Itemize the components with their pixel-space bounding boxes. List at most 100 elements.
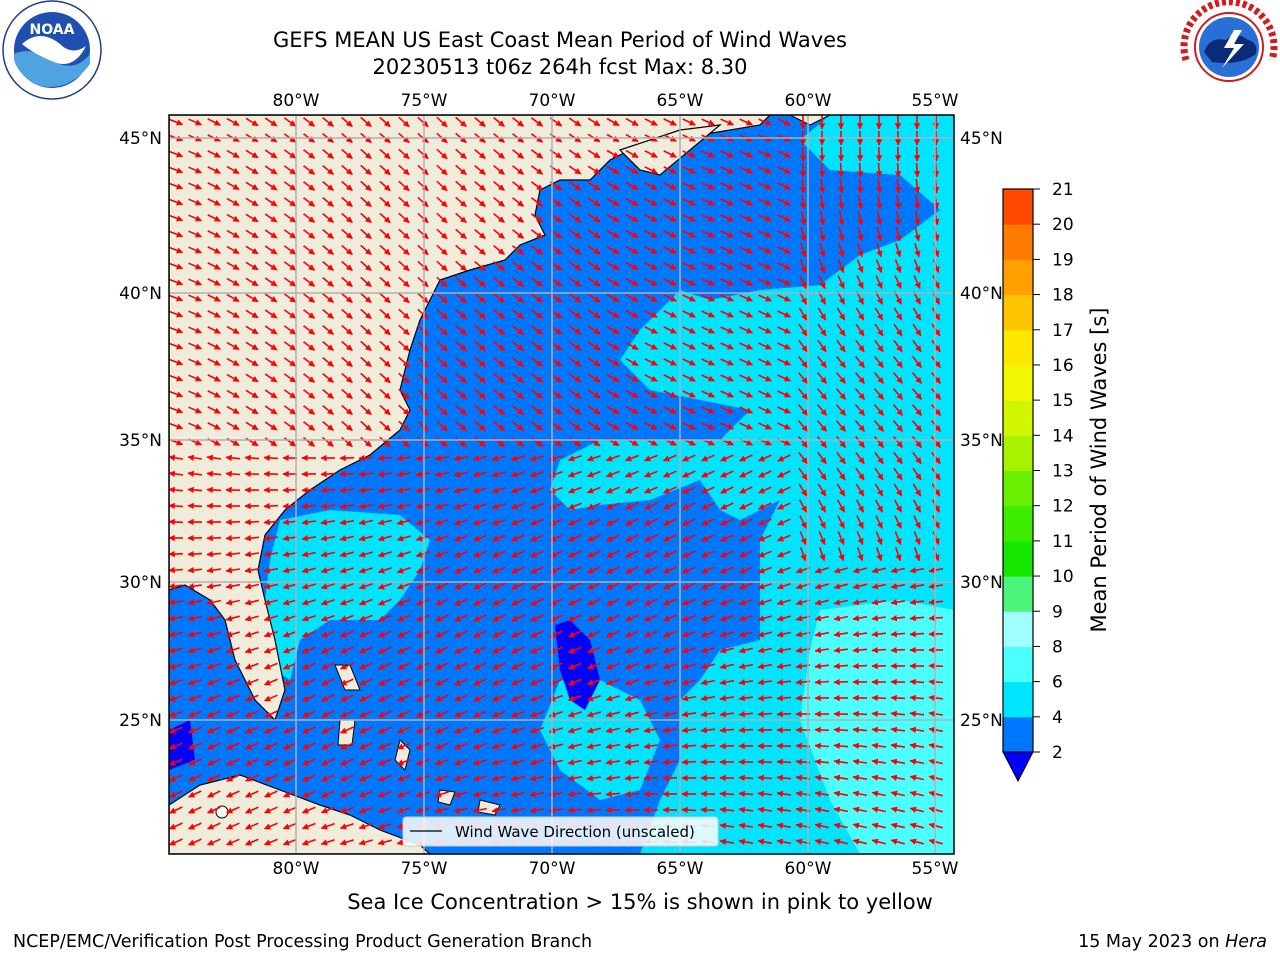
wave-direction-arrow [512,261,525,271]
wave-direction-arrow [379,324,391,336]
wave-direction-arrow [303,373,316,383]
wave-direction-arrow [188,198,202,206]
wave-direction-arrow [264,245,278,255]
wave-direction-arrow [644,182,658,190]
wave-direction-arrow [777,118,791,126]
wave-direction-arrow [758,150,772,158]
wave-direction-arrow [512,149,525,159]
wave-direction-arrow [264,197,278,207]
wave-direction-arrow [758,214,772,222]
wave-direction-arrow [341,244,353,256]
wave-direction-arrow [681,758,697,766]
wave-direction-arrow [568,293,582,303]
wave-direction-arrow [188,246,202,254]
wave-direction-arrow [322,292,334,304]
wave-direction-arrow [417,372,429,384]
wave-direction-arrow [606,357,620,367]
wave-direction-arrow [303,213,316,223]
colorbar-tick-label: 15 [1052,391,1074,411]
wave-direction-arrow [226,357,240,367]
wave-direction-arrow [817,356,827,369]
colorbar-tick-label: 20 [1052,215,1074,235]
wave-direction-arrow [283,309,297,319]
wave-direction-arrow [512,213,525,223]
wave-direction-arrow [283,229,297,239]
wave-direction-arrow [837,259,845,274]
wave-direction-arrow [207,214,221,222]
wave-direction-arrow [663,294,677,302]
wave-direction-arrow [322,180,334,192]
wave-direction-arrow [187,502,203,510]
wave-direction-arrow [455,324,467,336]
wave-direction-arrow [836,291,846,305]
wave-direction-arrow [264,357,278,367]
wave-direction-arrow [606,309,620,319]
wave-direction-arrow [474,180,486,192]
wave-direction-arrow [606,261,620,271]
wave-direction-arrow [913,162,921,178]
wave-direction-arrow [169,294,184,302]
wave-direction-arrow [379,148,391,160]
wave-direction-arrow [169,150,184,158]
wave-direction-arrow [912,356,922,369]
wave-direction-arrow [625,293,639,303]
wave-direction-arrow [379,180,391,192]
wave-direction-arrow [169,342,184,350]
wave-direction-arrow [322,244,334,256]
wave-direction-arrow [606,293,620,303]
wave-direction-arrow [587,229,601,239]
wave-direction-arrow [188,310,202,318]
wave-direction-arrow [800,194,807,210]
wave-direction-arrow [530,149,544,159]
wave-direction-arrow [625,277,639,287]
wave-direction-arrow [226,325,240,335]
wave-direction-arrow [928,678,944,686]
wave-direction-arrow [720,230,734,238]
wave-direction-arrow [512,197,525,207]
wave-direction-arrow [758,230,772,238]
wave-direction-arrow [720,262,734,270]
colorbar-swatch [1003,576,1033,612]
wave-direction-arrow [836,323,846,337]
wave-direction-arrow [777,230,791,238]
wave-direction-arrow [245,277,259,287]
wave-direction-arrow [455,116,467,128]
wave-direction-arrow [663,214,677,222]
wave-direction-arrow [606,165,620,175]
wave-direction-arrow [169,262,184,270]
wave-direction-arrow [568,117,582,127]
lon-label-top: 80°W [273,91,320,111]
wave-direction-arrow [493,372,505,384]
wave-direction-arrow [455,356,467,368]
wave-direction-arrow [606,341,620,351]
wave-direction-arrow [341,180,353,192]
wave-direction-arrow [739,230,753,238]
wave-direction-arrow [226,293,240,303]
wave-direction-arrow [720,358,734,366]
wave-direction-arrow [857,194,864,210]
wave-direction-arrow [398,276,410,288]
wave-direction-arrow [871,694,887,702]
wave-direction-arrow [836,356,846,369]
wave-direction-arrow [930,372,942,384]
wave-direction-arrow [341,340,353,352]
wave-direction-arrow [360,212,372,224]
wave-direction-arrow [207,118,221,126]
colorbar-swatch [1003,435,1033,471]
wave-direction-arrow [625,245,639,255]
wave-direction-arrow [264,149,278,159]
wave-direction-arrow [663,326,677,334]
wave-direction-arrow [245,261,259,271]
wave-direction-arrow [417,116,429,128]
lat-labels-right: 45°N 40°N 35°N 30°N 25°N [960,129,1003,731]
wave-direction-arrow [587,245,601,255]
wave-direction-arrow [188,358,202,366]
wave-direction-arrow [874,339,884,353]
colorbar: 2 4 6 8 9 10 11 12 13 14 15 16 17 18 19 20 21 Mean Perio… [1002,180,1111,783]
wave-direction-arrow [360,292,372,304]
wave-direction-arrow [379,116,391,128]
wave-direction-arrow [283,341,297,351]
wave-direction-arrow [682,214,696,222]
wave-direction-arrow [893,291,903,305]
wave-direction-arrow [207,230,221,238]
